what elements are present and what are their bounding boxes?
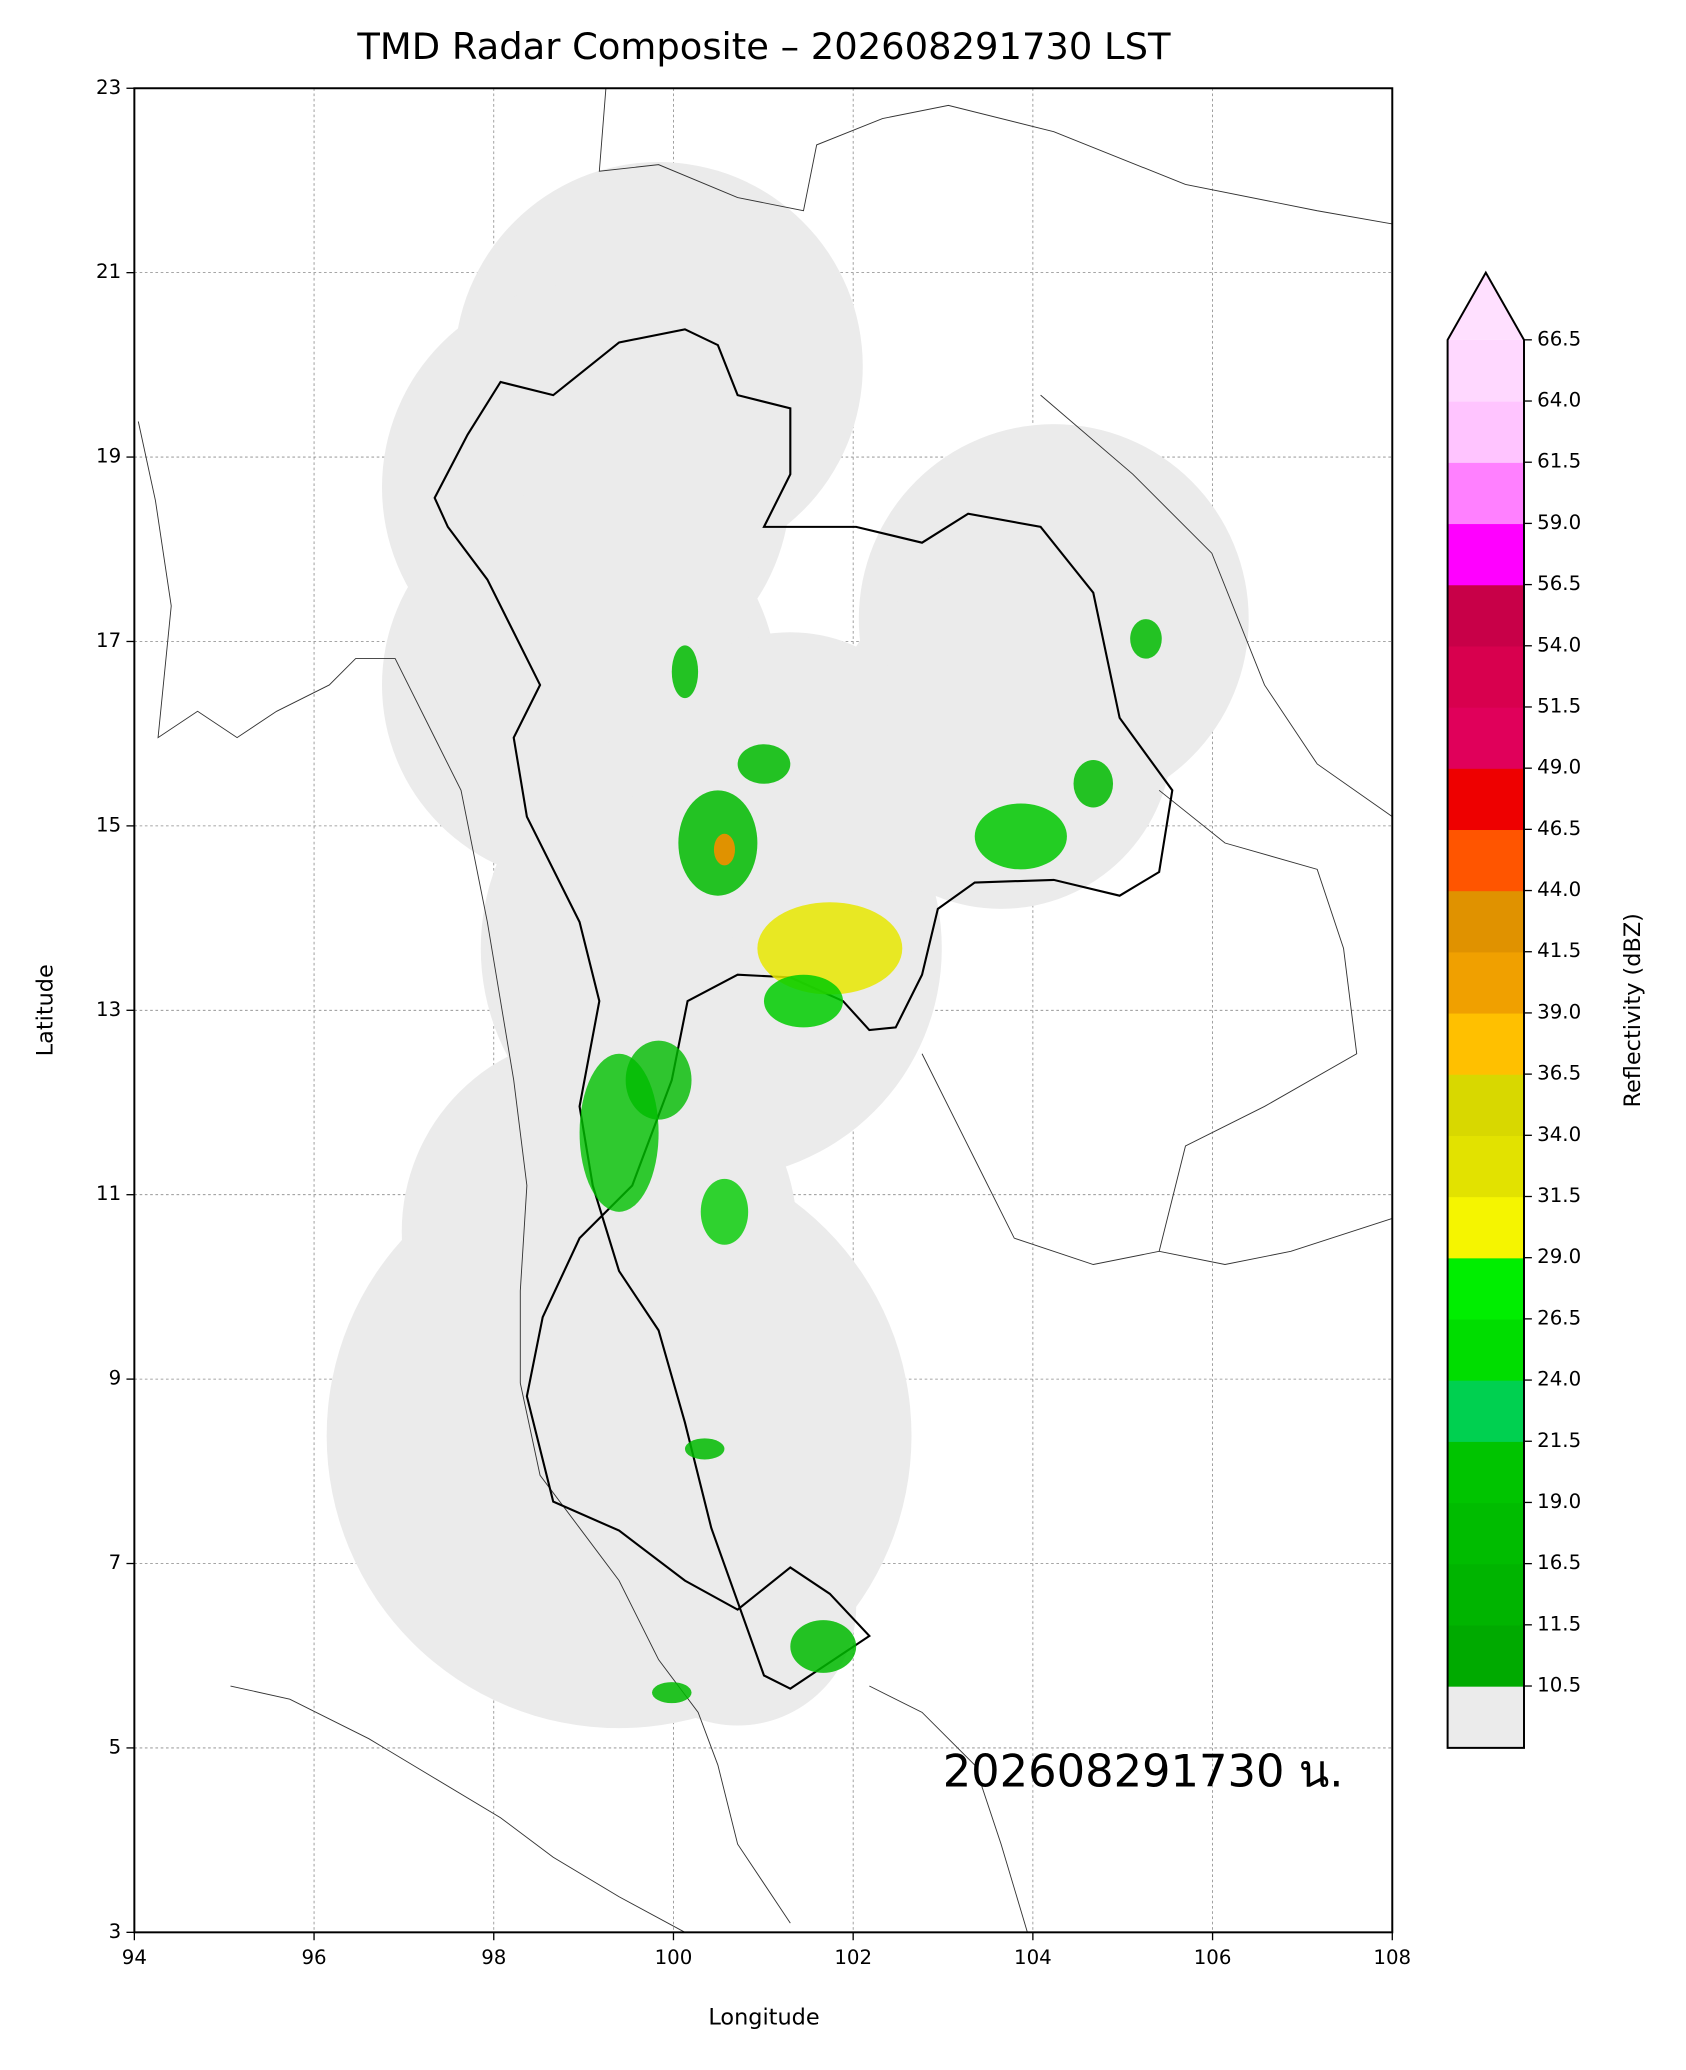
x-tick-label: 104 [1014, 1946, 1052, 1969]
colorbar-segment [1447, 645, 1525, 708]
colorbar-segment [1447, 768, 1525, 831]
radar-coverage [326, 162, 1249, 1729]
y-tick-label: 7 [109, 1551, 122, 1574]
figure: TMD Radar Composite – 202608291730 LST L… [33, 25, 1646, 2030]
colorbar-extend [1447, 272, 1525, 340]
colorbar-segment [1447, 339, 1525, 402]
colorbar-tick-label: 11.5 [1537, 1612, 1581, 1635]
colorbar-tick-label: 36.5 [1537, 1062, 1581, 1085]
colorbar-tick-label: 64.0 [1537, 389, 1581, 412]
map-title: TMD Radar Composite – 202608291730 LST [356, 25, 1171, 68]
colorbar-tick-label: 26.5 [1537, 1306, 1581, 1329]
x-tick-label: 100 [655, 1946, 693, 1969]
colorbar-tick-label: 39.0 [1537, 1000, 1581, 1023]
y-tick-label: 13 [96, 998, 121, 1021]
colorbar-segment [1447, 1196, 1525, 1259]
colorbar-segment [1447, 1318, 1525, 1381]
x-axis-label: Longitude [708, 2004, 819, 2030]
colorbar-segment [1447, 1563, 1525, 1626]
colorbar-tick-label: 51.5 [1537, 694, 1581, 717]
colorbar-under [1447, 1686, 1525, 1748]
echoes [579, 619, 1162, 1704]
colorbar-segment [1447, 951, 1525, 1014]
colorbar-tick-label: 66.5 [1537, 327, 1581, 350]
colorbar-segment [1447, 706, 1525, 769]
colorbar-segment [1447, 890, 1525, 953]
colorbar-tick-label: 29.0 [1537, 1245, 1581, 1268]
colorbar-tick-label: 59.0 [1537, 511, 1581, 534]
y-tick-label: 11 [96, 1182, 121, 1205]
y-tick-label: 23 [96, 76, 121, 99]
y-tick-label: 17 [96, 629, 121, 652]
colorbar-frame [1446, 270, 1525, 1749]
y-axis-label: Latitude [33, 964, 59, 1056]
colorbar-segment [1447, 1380, 1525, 1442]
thailand-border [433, 328, 1174, 1690]
y-tick-label: 3 [109, 1920, 122, 1943]
colorbar-segment [1447, 1502, 1525, 1565]
y-tick-label: 19 [96, 445, 121, 468]
colorbar-tick-label: 24.0 [1537, 1368, 1581, 1391]
colorbar: 10.5 11.5 16.5 19.0 21.5 24.0 26.5 29.0 31.5 34.0… [1446, 270, 1581, 1749]
colorbar-tick-label: 10.5 [1537, 1674, 1581, 1697]
y-tick-label: 5 [109, 1735, 122, 1758]
colorbar-tick-label: 49.0 [1537, 756, 1581, 779]
colorbar-tick-label: 21.5 [1537, 1429, 1581, 1452]
colorbar-tick-label: 44.0 [1537, 878, 1581, 901]
plot-frame [133, 87, 1394, 1934]
colorbar-tick-label: 34.0 [1537, 1123, 1581, 1146]
colorbar-tick-label: 16.5 [1537, 1551, 1581, 1574]
colorbar-segment [1447, 523, 1525, 586]
y-tick-label: 9 [109, 1367, 122, 1390]
x-tick-label: 102 [834, 1946, 872, 1969]
x-tick-label: 98 [481, 1946, 506, 1969]
colorbar-tick-label: 54.0 [1537, 633, 1581, 656]
colorbar-tick-label: 31.5 [1537, 1184, 1581, 1207]
coastlines [137, 88, 1393, 1933]
colorbar-tick-label: 61.5 [1537, 450, 1581, 473]
colorbar-segment [1447, 1624, 1525, 1687]
colorbar-segment [1447, 1257, 1525, 1320]
colorbar-segment [1447, 1074, 1525, 1136]
timestamp-annotation: 202608291730 น. [943, 1744, 1344, 1797]
colorbar-segment [1447, 462, 1525, 525]
colorbar-tick-label: 46.5 [1537, 817, 1581, 840]
colorbar-segment [1447, 584, 1525, 647]
y-tick-label: 15 [96, 813, 121, 836]
colorbar-segment [1447, 1135, 1525, 1198]
x-tick-label: 96 [301, 1946, 326, 1969]
colorbar-segment [1447, 1441, 1525, 1504]
colorbar-tick-label: 19.0 [1537, 1490, 1581, 1513]
x-tick-label: 94 [122, 1946, 147, 1969]
colorbar-segment [1447, 829, 1525, 892]
colorbar-tick-label: 41.5 [1537, 939, 1581, 962]
x-tick-label: 108 [1373, 1946, 1411, 1969]
colorbar-label: Reflectivity (dBZ) [1620, 913, 1646, 1107]
colorbar-segment [1447, 1012, 1525, 1075]
colorbar-segment [1447, 401, 1525, 463]
y-tick-label: 21 [96, 260, 121, 283]
colorbar-tick-label: 56.5 [1537, 572, 1581, 595]
x-tick-label: 106 [1194, 1946, 1232, 1969]
